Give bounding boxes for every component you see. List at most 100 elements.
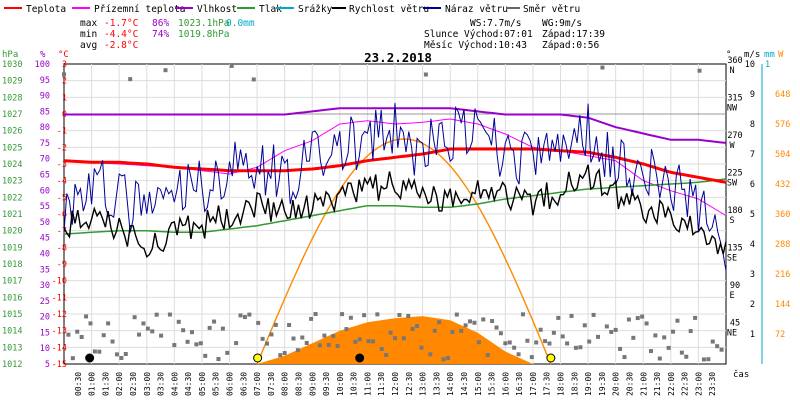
tick-label-percent: 15	[40, 328, 50, 338]
legend-label-srazky: Srážky	[298, 4, 333, 15]
tick-label-wm2: 144	[775, 300, 790, 310]
tick-label-degrees: 270	[727, 131, 742, 141]
tick-label-time: 06:30	[239, 372, 248, 396]
wind-direction-point	[229, 63, 234, 68]
tick-label-time: 02:00	[115, 372, 124, 396]
wind-direction-point	[503, 341, 508, 346]
tick-label-percent: 60	[40, 186, 50, 196]
tick-label-percent: 55	[40, 202, 50, 212]
wind-direction-point	[560, 334, 565, 339]
stat-max-hum: 86%	[152, 18, 169, 29]
wind-direction-point	[353, 339, 358, 344]
wind-direction-point	[481, 317, 486, 322]
wind-direction-point	[317, 343, 322, 348]
tick-label-ms: 1	[750, 330, 755, 340]
tick-label-direction: N	[729, 66, 734, 76]
wind-direction-point	[119, 355, 124, 360]
wind-direction-point	[304, 341, 309, 346]
wind-direction-point	[454, 312, 459, 317]
stat-max-press: 1023.1hPa	[178, 18, 229, 29]
wind-direction-point	[189, 330, 194, 335]
wind-direction-point	[525, 338, 530, 343]
wind-direction-point	[216, 357, 221, 362]
wind-direction-point	[401, 336, 406, 341]
tick-label-time: 11:00	[363, 372, 372, 396]
tick-label-hpa: 1022	[2, 193, 22, 203]
wind-direction-point	[565, 341, 570, 346]
axis-title-ms: m/s	[744, 50, 760, 60]
wind-direction-point	[242, 315, 247, 320]
wind-direction-point	[604, 324, 609, 329]
wind-direction-point	[150, 329, 155, 334]
tick-label-time: 19:30	[598, 372, 607, 396]
wind-direction-point	[428, 352, 433, 357]
tick-label-hpa: 1018	[2, 260, 22, 270]
marker-layer	[85, 353, 556, 363]
tick-label-degc: -14	[52, 343, 67, 353]
wind-direction-point	[463, 323, 468, 328]
wind-direction-point	[106, 321, 111, 326]
wind-direction-point	[498, 331, 503, 336]
wind-direction-point	[309, 316, 314, 321]
tick-label-degrees: 225	[727, 169, 742, 179]
tick-label-ms: 4	[750, 240, 755, 250]
axis-title-mm: mm	[764, 50, 775, 60]
wind-direction-point	[291, 336, 296, 341]
wind-direction-point	[198, 341, 203, 346]
wind-direction-point	[450, 330, 455, 335]
wind-direction-point	[512, 345, 517, 350]
wind-direction-point	[62, 72, 66, 77]
axis-title-time: čas	[733, 369, 749, 380]
tick-label-ms: 6	[750, 180, 755, 190]
wind-direction-point	[529, 355, 534, 360]
wind-direction-point	[370, 339, 375, 344]
tick-label-degc: -13	[52, 327, 67, 337]
tick-label-hpa: 1027	[2, 110, 22, 120]
moon-set: Západ:0:56	[542, 40, 599, 51]
tick-label-hpa: 1023	[2, 177, 22, 187]
tick-label-ms: 3	[750, 270, 755, 280]
tick-label-time: 10:30	[350, 372, 359, 396]
wind-direction-point	[207, 325, 212, 330]
wind-direction-point	[70, 356, 75, 361]
tick-label-percent: 10	[40, 344, 50, 354]
wind-wg: WG:9m/s	[542, 18, 582, 29]
tick-label-time: 12:30	[405, 372, 414, 396]
legend-label-naraz-vetru: Náraz větru	[445, 4, 508, 15]
wind-direction-point	[618, 346, 623, 351]
wind-direction-point	[340, 312, 345, 317]
tick-label-hpa: 1013	[2, 343, 22, 353]
wind-direction-point	[631, 335, 636, 340]
wind-direction-point	[582, 323, 587, 328]
tick-label-hpa: 1019	[2, 243, 22, 253]
wind-direction-point	[123, 351, 128, 356]
stats-block: max -1.7°C 86% 1023.1hPa 0.0mm min -4.4°…	[80, 18, 255, 51]
wind-direction-point	[322, 333, 327, 338]
wind-direction-point	[269, 332, 274, 337]
wind-direction-point	[468, 319, 473, 324]
wind-direction-point	[693, 315, 698, 320]
wind-direction-point	[393, 336, 397, 341]
tick-label-wm2: 648	[775, 90, 790, 100]
wind-direction-point	[410, 326, 415, 331]
wind-direction-point	[344, 327, 349, 332]
wind-direction-point	[375, 312, 380, 317]
tick-label-hpa: 1020	[2, 227, 22, 237]
tick-label-time: 15:30	[488, 372, 497, 396]
tick-label-time: 03:30	[157, 372, 166, 396]
tick-label-percent: 40	[40, 249, 50, 259]
tick-label-percent: 95	[40, 76, 50, 86]
wind-direction-point	[88, 321, 93, 326]
tick-label-time: 11:30	[377, 372, 386, 396]
tick-label-degc: 2	[62, 77, 67, 87]
legend-label-teplota: Teplota	[26, 4, 66, 15]
tick-label-percent: 20	[40, 313, 50, 323]
tick-label-percent: 35	[40, 265, 50, 275]
wind-direction-point	[66, 332, 71, 337]
tick-label-time: 01:30	[101, 372, 110, 396]
wind-direction-point	[485, 353, 490, 358]
tick-label-ms: 8	[750, 120, 755, 130]
wind-direction-point	[697, 68, 702, 73]
legend-label-vlhkost: Vlhkost	[197, 4, 237, 15]
wind-direction-point	[220, 326, 225, 331]
